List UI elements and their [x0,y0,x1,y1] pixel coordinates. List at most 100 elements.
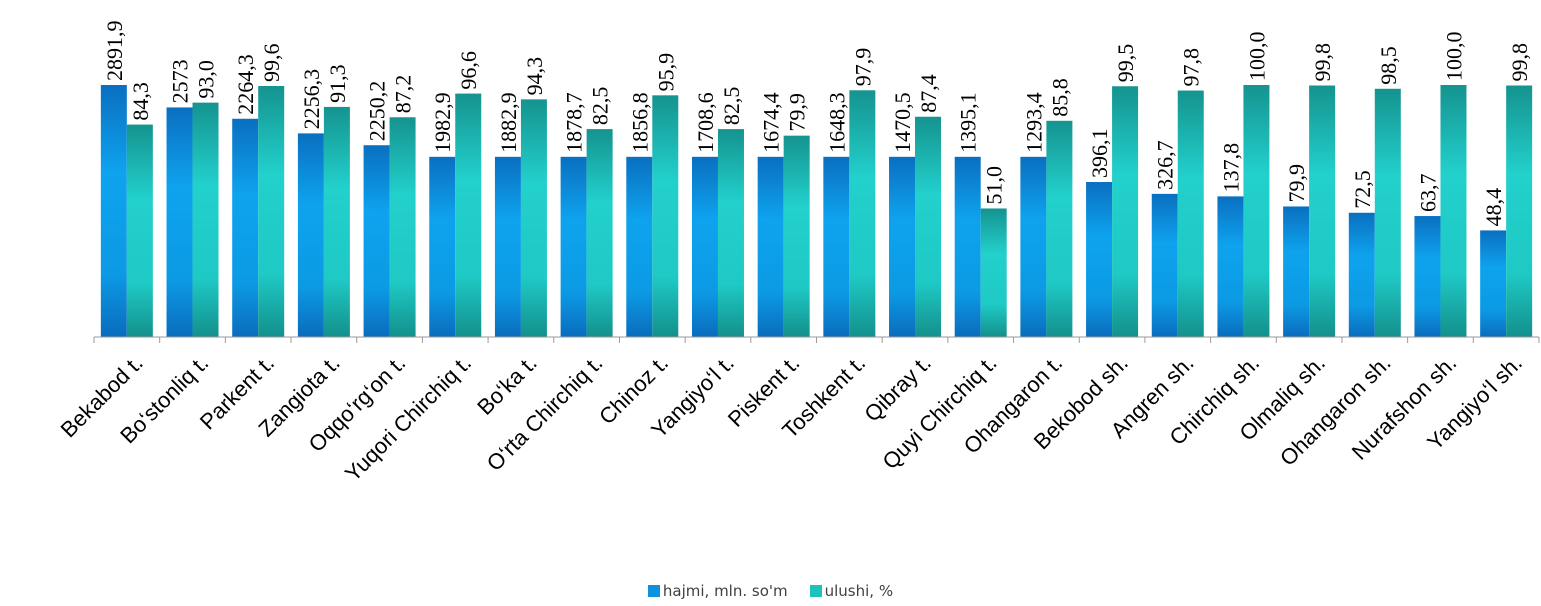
data-label-ulushi: 100,0 [1244,32,1269,82]
bar-hajmi [1020,156,1047,337]
bar-ulushi [652,95,679,337]
data-label-ulushi: 98,5 [1376,46,1401,85]
data-label-ulushi: 94,3 [522,57,547,96]
data-label-ulushi: 99,8 [1507,43,1532,82]
data-label-ulushi: 97,9 [850,48,875,87]
bar-ulushi [915,116,942,337]
data-label-hajmi: 1882,9 [496,92,521,153]
bar-hajmi [560,156,587,337]
bar-hajmi [363,145,390,337]
data-label-hajmi: 1293,4 [1021,92,1046,153]
x-axis [93,336,1540,343]
data-label-hajmi: 2256,3 [299,69,324,130]
bar-ulushi [323,106,350,337]
data-label-ulushi: 93,0 [194,60,219,99]
legend-item-hajmi[interactable]: hajmi, mln. so'm [647,582,788,600]
data-label-hajmi: 137,8 [1218,143,1243,193]
legend-label-hajmi: hajmi, mln. so'm [662,582,788,600]
bar-ulushi [455,93,482,338]
bar-hajmi [166,107,193,337]
bar-ulushi [1309,85,1336,337]
x-tick-label: O‘rta Chirchiq t. [482,350,608,476]
data-label-hajmi: 48,4 [1481,188,1506,227]
data-label-hajmi: 1648,3 [824,92,849,153]
legend: hajmi, mln. so'm ulushi, % [0,582,1541,600]
bar-hajmi [297,133,324,337]
bar-ulushi [1374,88,1401,337]
bar-ulushi [849,90,876,338]
data-label-hajmi: 79,9 [1284,164,1309,203]
data-label-hajmi: 1856,8 [627,92,652,153]
data-label-hajmi: 1470,5 [890,92,915,153]
data-label-hajmi: 63,7 [1415,174,1440,213]
data-label-ulushi: 82,5 [588,87,613,126]
data-label-ulushi: 79,9 [785,93,810,132]
bar-ulushi [1112,86,1139,337]
legend-swatch-ulushi [809,585,822,597]
bar-ulushi [1177,90,1204,337]
data-labels: 2891,984,3 2573 93,0 2264,3 99,6 2256,3 91,3 22… [102,21,1532,227]
data-label-ulushi: 100,0 [1441,32,1466,82]
bar-ulushi [1440,85,1467,337]
data-label-ulushi: 87,2 [391,75,416,114]
bar-ulushi [1046,120,1073,337]
bar-hajmi [823,156,850,337]
data-label-hajmi: 326,7 [1153,140,1178,190]
bar-ulushi [520,99,547,337]
data-label-hajmi: 1708,6 [693,92,718,153]
bar-ulushi [783,135,810,337]
legend-label-ulushi: ulushi, % [824,582,894,600]
bar-ulushi [1506,85,1533,337]
bar-hajmi [1480,230,1507,337]
bar-ulushi [717,129,744,337]
x-tick-label: Quyi Chirchiq t. [878,350,1002,474]
bar-ulushi [258,86,285,338]
data-label-hajmi: 2891,9 [102,21,127,82]
data-label-ulushi: 87,4 [916,74,941,113]
bar-ulushi [586,129,613,337]
bars-layer [100,85,1533,338]
data-label-hajmi: 1982,9 [430,92,455,153]
data-label-ulushi: 99,6 [259,44,284,83]
category-labels: Bekabod t.Bo‘stonliq t.Parkent t.Zangiot… [56,350,1527,486]
bar-ulushi [1243,85,1270,337]
data-label-hajmi: 1674,4 [759,92,784,153]
data-label-ulushi: 91,3 [325,64,350,103]
bar-hajmi [1151,193,1178,337]
bar-ulushi [389,117,416,337]
data-label-hajmi: 1878,7 [562,92,587,153]
data-label-ulushi: 99,5 [1113,44,1138,83]
data-label-ulushi: 51,0 [982,166,1007,205]
x-tick-label: Yuqori Chirchiq t. [340,350,476,486]
data-label-hajmi: 1395,1 [956,92,981,153]
data-label-ulushi: 84,3 [128,82,153,121]
bar-hajmi [1217,196,1244,337]
bar-ulushi [192,102,219,337]
bar-hajmi [889,156,916,337]
bar-hajmi [1283,206,1310,337]
data-label-ulushi: 97,8 [1179,48,1204,87]
bar-hajmi [429,156,456,337]
data-label-ulushi: 95,9 [653,53,678,92]
bar-hajmi [1414,216,1441,337]
bar-hajmi [954,156,981,337]
bar-hajmi [232,118,259,337]
data-label-hajmi: 2264,3 [233,54,258,114]
data-label-hajmi: 2250,2 [365,81,390,142]
bar-hajmi [494,156,521,337]
bar-hajmi [100,85,127,337]
bar-ulushi [980,208,1007,337]
legend-item-ulushi[interactable]: ulushi, % [809,582,894,600]
data-label-hajmi: 72,5 [1350,170,1375,209]
data-label-hajmi: 396,1 [1087,129,1112,179]
bar-hajmi [757,156,784,337]
bar-ulushi [126,124,153,338]
bar-hajmi [626,156,653,337]
data-label-ulushi: 85,8 [1047,78,1072,117]
legend-swatch-hajmi [647,585,660,597]
data-label-ulushi: 99,8 [1310,43,1335,82]
bar-hajmi [1348,212,1375,337]
bar-hajmi [691,156,718,337]
